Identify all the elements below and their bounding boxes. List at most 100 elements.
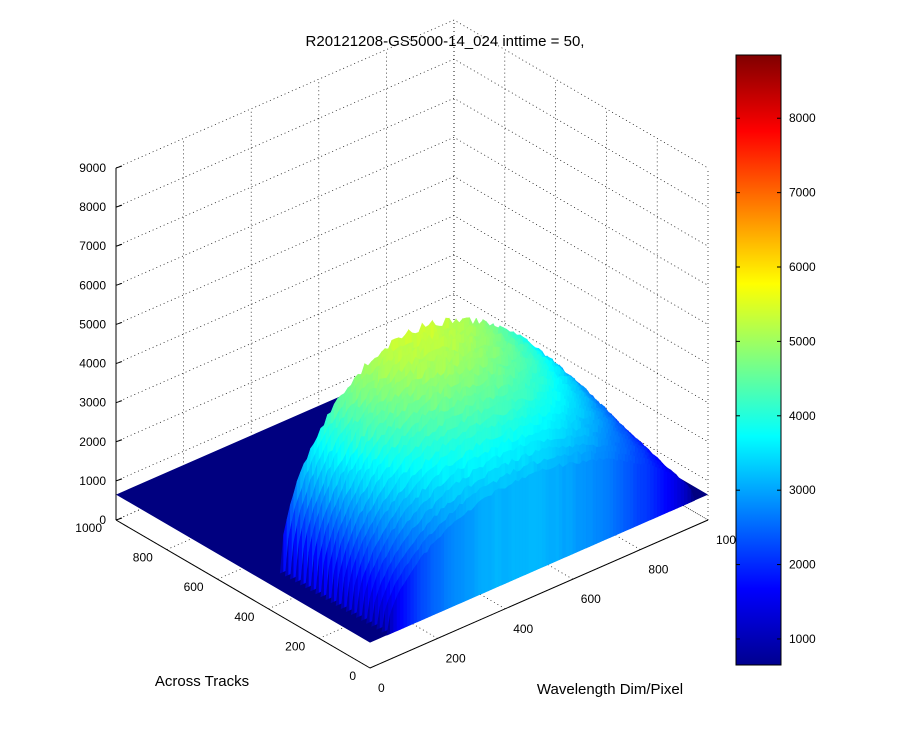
surface-strip	[403, 578, 408, 629]
z-tick-label: 8000	[79, 200, 106, 214]
surface-strip	[481, 497, 486, 595]
surface-strip	[646, 463, 651, 522]
surface-strip	[640, 463, 645, 525]
y-tick-label: 600	[581, 592, 601, 606]
surface-strip	[508, 483, 513, 583]
surface-strip	[569, 462, 574, 556]
grid-line	[115, 58, 709, 208]
surface-strip	[474, 501, 479, 598]
colorbar-tick-label: 2000	[789, 558, 816, 572]
surface-strip	[629, 459, 634, 530]
surface-strip	[531, 471, 536, 572]
surface-strip	[521, 477, 526, 577]
chart-title: R20121208-GS5000-14_024 inttime = 50,	[306, 33, 585, 50]
surface-strip	[555, 463, 560, 562]
surface-strip	[515, 479, 520, 580]
x-tick-label: 600	[184, 580, 204, 594]
surface-strip	[498, 488, 503, 587]
surface-strip	[548, 468, 553, 565]
z-tick-label: 6000	[79, 278, 106, 292]
surface-strip	[663, 470, 668, 515]
colorbar-ticks: 1000 2000 3000 4000 5000 6000 7000 8000	[736, 111, 816, 646]
surface-strip	[471, 505, 476, 599]
axes	[115, 165, 709, 669]
z-tick-mark	[115, 282, 123, 286]
grid-line	[115, 136, 709, 286]
surface-strip	[602, 458, 607, 541]
surface-strip	[606, 458, 611, 540]
surface-strip	[447, 524, 452, 609]
surface-strip	[420, 552, 425, 621]
grid-line	[115, 19, 709, 169]
surface	[116, 317, 708, 643]
surface-strip	[572, 462, 577, 555]
colorbar-tick-label: 7000	[789, 186, 816, 200]
surface-strip	[450, 521, 455, 608]
surface-strip	[433, 538, 438, 615]
surface-strip	[430, 542, 435, 617]
surface-strip	[667, 471, 672, 513]
surface-strip	[406, 572, 411, 627]
surface-strip	[589, 459, 594, 547]
surface-strip	[396, 589, 401, 632]
x-axis-label: Across Tracks	[155, 673, 249, 690]
z-tick-mark	[115, 517, 123, 521]
surface-strip	[437, 536, 442, 614]
z-tick-labels: 0 1000 2000 3000 4000 5000 6000 7000 8000 9000	[79, 161, 106, 527]
surface-strip	[528, 473, 533, 574]
z-tick-mark	[115, 165, 123, 169]
surface-strip	[491, 489, 496, 590]
z-tick-mark	[115, 204, 123, 208]
surface-strip	[673, 474, 678, 510]
surface-strip	[565, 461, 570, 558]
surface-strip	[487, 495, 492, 592]
surface-strip	[444, 527, 449, 611]
x-tick-labels: 0 200 400 600 800 1000	[75, 521, 356, 683]
surface-strip	[511, 479, 516, 581]
z-tick-mark	[115, 478, 123, 482]
surface-strip	[623, 460, 628, 533]
colorbar-tick-label: 8000	[789, 111, 816, 125]
surface-strip	[467, 510, 472, 601]
z-tick-label: 7000	[79, 239, 106, 253]
surface-strip	[626, 460, 631, 531]
colorbar-tick-label: 6000	[789, 260, 816, 274]
grid-line	[115, 254, 709, 403]
surface-strip	[423, 552, 428, 620]
surface-strip	[558, 463, 563, 561]
surface-strip	[464, 510, 469, 602]
surface-strip	[636, 463, 641, 527]
surface-strip	[586, 459, 591, 549]
surface-strip	[542, 468, 547, 568]
y-axis-line	[369, 519, 709, 669]
z-tick-mark	[115, 439, 123, 443]
surface-strip	[457, 517, 462, 605]
surface-strip	[670, 472, 675, 512]
surface-strip	[504, 485, 509, 584]
colorbar: 1000 2000 3000 4000 5000 6000 7000 8000	[735, 54, 816, 666]
x-tick-label: 0	[349, 669, 356, 683]
surface-strip	[575, 463, 580, 553]
y-tick-label: 200	[446, 651, 466, 665]
surface-strip	[538, 468, 543, 570]
z-tick-label: 5000	[79, 317, 106, 331]
surface-strip	[579, 460, 584, 552]
surface-strip	[596, 457, 601, 544]
surface-strip	[650, 464, 655, 521]
z-tick-label: 0	[99, 513, 106, 527]
grid-line	[115, 97, 709, 247]
z-tick-mark	[115, 361, 123, 365]
surface-strip	[535, 471, 540, 571]
surface-strip	[494, 488, 499, 589]
surface-strip	[633, 463, 638, 528]
surface-strip	[440, 531, 445, 612]
x-tick-label: 200	[285, 639, 305, 653]
surface-strip	[552, 466, 557, 564]
surface-strip	[592, 459, 597, 546]
z-tick-mark	[115, 243, 123, 247]
surface-strip	[417, 556, 422, 623]
surface-strip	[684, 481, 689, 506]
z-tick-label: 4000	[79, 357, 106, 371]
y-tick-label: 400	[513, 622, 533, 636]
surface-strip	[690, 490, 695, 503]
